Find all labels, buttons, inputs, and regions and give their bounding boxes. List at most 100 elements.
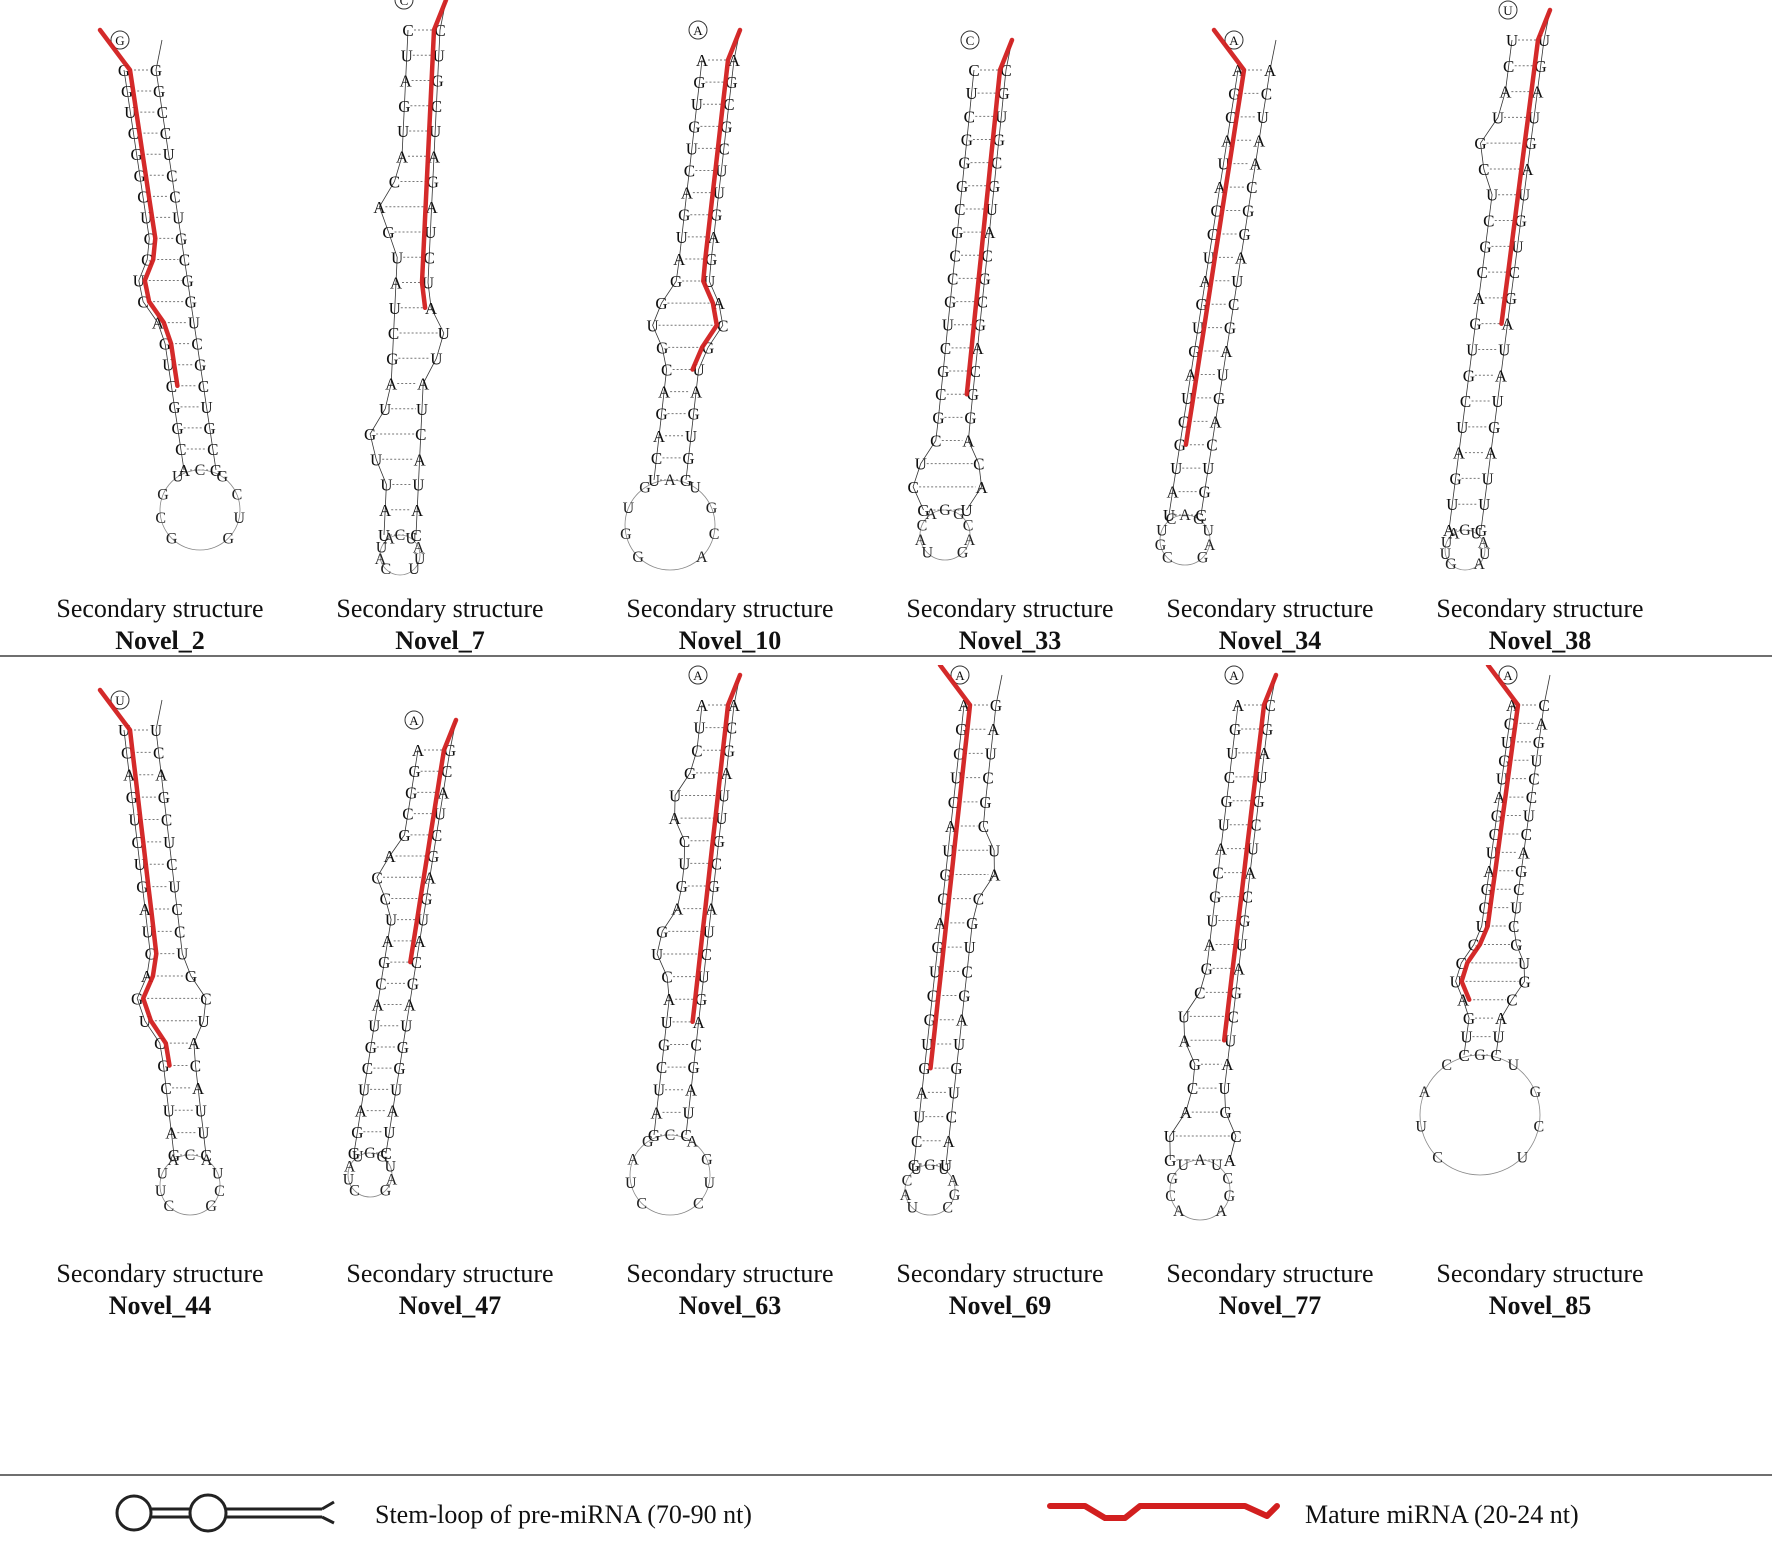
nucleotide-5p: C <box>144 229 155 248</box>
loop-base: A <box>344 1159 356 1176</box>
nucleotide-5p: A <box>1166 483 1179 502</box>
nucleotide-5p: U <box>1178 1007 1190 1026</box>
loop-base: U <box>1211 1157 1223 1174</box>
loop-base: G <box>205 1198 217 1215</box>
nucleotide-3p: C <box>1000 61 1011 80</box>
strand-backbone <box>385 749 451 1154</box>
nucleotide-5p: A <box>671 900 684 919</box>
nucleotide-3p: C <box>431 97 442 116</box>
nucleotide-3p: A <box>1495 366 1508 385</box>
nucleotide-3p: C <box>1228 295 1239 314</box>
nucleotide-5p: A <box>658 383 671 402</box>
nucleotide-5p: G <box>1463 1009 1475 1028</box>
strand-backbone <box>685 59 735 481</box>
nucleotide-5p: G <box>1201 959 1213 978</box>
nucleotide-5p: C <box>1489 825 1500 844</box>
nucleotide-5p: C <box>128 124 139 143</box>
panel-caption: Secondary structure <box>56 594 264 623</box>
nucleotide-3p: A <box>705 900 718 919</box>
nucleotide-5p: G <box>382 223 394 242</box>
loop-base: U <box>1517 1149 1529 1166</box>
row-divider-bottom <box>0 1474 1772 1476</box>
nucleotide-3p: A <box>1264 61 1277 80</box>
nucleotide-3p: A <box>975 478 988 497</box>
nucleotide-5p: U <box>1460 1028 1472 1047</box>
nucleotide-3p: A <box>428 147 441 166</box>
loop-base: A <box>201 1152 213 1169</box>
nucleotide-5p: U <box>379 400 391 419</box>
nucleotide-5p: U <box>358 1080 370 1099</box>
nucleotide-5p: G <box>670 272 682 291</box>
nucleotide-3p: G <box>979 269 991 288</box>
nucleotide-5p: U <box>686 139 698 158</box>
nucleotide-3p: G <box>181 272 193 291</box>
nucleotide-5p: A <box>1473 289 1486 308</box>
nucleotide-3p: G <box>682 449 694 468</box>
nucleotide-5p: U <box>368 1017 380 1036</box>
mature-mirna-trace <box>97 687 172 1068</box>
five-prime-base: C <box>400 0 409 8</box>
panel-name: Novel_69 <box>948 1291 1052 1320</box>
five-prime-base: A <box>693 668 703 683</box>
nucleotide-5p: C <box>947 269 958 288</box>
nucleotide-5p: A <box>355 1102 368 1121</box>
loop-base: A <box>1448 525 1460 542</box>
strand-backbone <box>155 729 207 1156</box>
nucleotide-3p: A <box>1258 744 1271 763</box>
panel-caption: Secondary structure <box>346 1259 554 1288</box>
nucleotide-5p: U <box>965 84 977 103</box>
nucleotide-3p: C <box>977 293 988 312</box>
nucleotide-3p: G <box>204 419 216 438</box>
nucleotide-3p: G <box>1515 212 1527 231</box>
nucleotide-5p: A <box>1232 696 1245 715</box>
three-prime-tail <box>995 674 1003 706</box>
nucleotide-5p: G <box>693 73 705 92</box>
nucleotide-3p: C <box>1264 696 1275 715</box>
loop-base: G <box>642 1134 654 1151</box>
nucleotide-3p: U <box>1511 237 1523 256</box>
nucleotide-3p: C <box>1528 770 1539 789</box>
loop-base: C <box>963 517 974 534</box>
nucleotide-5p: U <box>397 122 409 141</box>
mature-mirna-trace <box>1183 27 1247 447</box>
nucleotide-3p: G <box>1533 733 1545 752</box>
nucleotide-5p: G <box>944 293 956 312</box>
five-prime-marker <box>110 30 130 50</box>
nucleotide-5p: C <box>1187 1079 1198 1098</box>
nucleotide-5p: G <box>136 878 148 897</box>
nucleotide-3p: U <box>433 46 445 65</box>
loop-base: G <box>639 480 651 497</box>
five-prime-base: A <box>955 668 965 683</box>
nucleotide-3p: U <box>197 1124 209 1143</box>
nucleotide-5p: G <box>131 989 143 1008</box>
nucleotide-3p: U <box>1510 899 1522 918</box>
nucleotide-5p: A <box>1453 444 1466 463</box>
nucleotide-5p: C <box>1194 983 1205 1002</box>
loop-base: G <box>166 530 178 547</box>
loop-base: U <box>907 1200 919 1217</box>
nucleotide-3p: A <box>188 1034 201 1053</box>
nucleotide-5p: C <box>137 187 148 206</box>
panel-name: Novel_2 <box>115 626 205 655</box>
loop-base: C <box>395 527 406 544</box>
nucleotide-3p: G <box>964 408 976 427</box>
five-prime-marker <box>688 665 708 685</box>
nucleotide-3p: C <box>723 95 734 114</box>
nucleotide-5p: C <box>691 741 702 760</box>
nucleotide-3p: A <box>690 383 703 402</box>
nucleotide-3p: A <box>1253 131 1266 150</box>
strand-backbone <box>1200 69 1271 516</box>
nucleotide-5p: C <box>937 890 948 909</box>
nucleotide-3p: C <box>191 335 202 354</box>
panel-name: Novel_85 <box>1488 1291 1592 1320</box>
nucleotide-3p: C <box>380 1144 391 1163</box>
loop-base: G <box>364 1145 376 1162</box>
loop-base: G <box>620 526 632 543</box>
nucleotide-5p: G <box>351 1123 363 1142</box>
loop-base: U <box>343 1171 355 1188</box>
